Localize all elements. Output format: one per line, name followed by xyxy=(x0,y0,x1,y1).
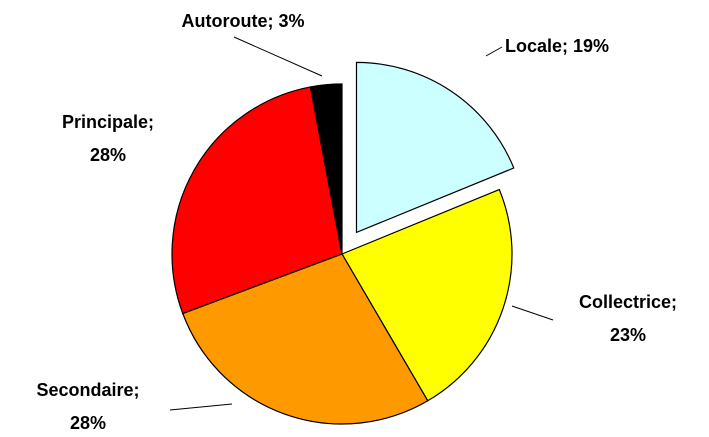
label-value: 23% xyxy=(610,325,646,345)
data-label: Collectrice; 23% xyxy=(579,292,677,345)
label-category: Locale; xyxy=(505,36,568,56)
label-value: 3% xyxy=(278,11,304,31)
label-category: Collectrice; xyxy=(579,292,677,312)
label-category: Principale; xyxy=(62,112,154,132)
pie-slice xyxy=(181,253,429,425)
leader-line xyxy=(511,305,554,321)
label-value: 28% xyxy=(90,145,126,165)
leader-line xyxy=(485,46,503,57)
label-category: Autoroute; xyxy=(182,11,274,31)
pie-slice xyxy=(171,86,343,315)
data-label: Locale; 19% xyxy=(505,36,609,56)
data-label: Principale; 28% xyxy=(62,112,154,165)
label-value: 19% xyxy=(573,36,609,56)
pie-slice xyxy=(341,188,513,402)
pie-slice xyxy=(355,61,515,234)
label-value: 28% xyxy=(70,413,106,433)
label-category: Secondaire; xyxy=(36,380,139,400)
leader-line xyxy=(169,403,233,411)
leader-line xyxy=(233,36,323,77)
data-label: Autoroute; 3% xyxy=(182,11,305,31)
data-label: Secondaire; 28% xyxy=(36,380,139,433)
pie-slice xyxy=(309,83,343,255)
